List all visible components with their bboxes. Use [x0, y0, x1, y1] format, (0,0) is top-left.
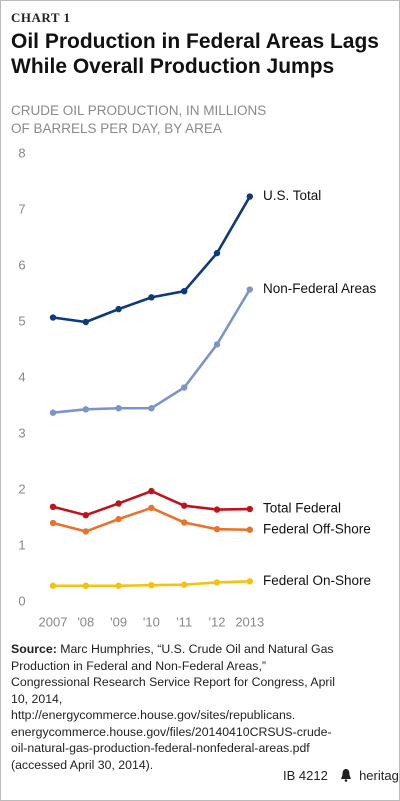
data-point [82, 582, 90, 589]
y-tick-label: 4 [18, 369, 25, 384]
x-tick-label: '09 [110, 614, 127, 629]
data-point [49, 582, 57, 589]
bell-icon [341, 769, 352, 782]
series-line [52, 506, 250, 533]
data-point [213, 579, 221, 586]
data-point [148, 405, 155, 412]
y-tick-label: 0 [18, 593, 25, 608]
data-point [213, 526, 221, 533]
data-point [49, 519, 57, 527]
footer: IB 4212 heritage.org [283, 766, 399, 783]
x-tick-label: '08 [77, 614, 94, 629]
data-point [246, 505, 253, 513]
data-point [246, 578, 253, 585]
data-point [82, 318, 90, 326]
data-point [213, 506, 221, 513]
x-tick-label: 2007 [39, 614, 68, 629]
data-point [115, 500, 122, 507]
x-tick-label: '10 [143, 614, 160, 629]
data-point [148, 582, 155, 589]
y-tick-label: 8 [18, 145, 25, 160]
title-line: Oil Production in Federal Areas Lags [11, 30, 379, 53]
chart-subtitle: CRUDE OIL PRODUCTION, IN MILLIONS OF BAR… [11, 102, 266, 138]
series-label: Total Federal [263, 501, 341, 516]
data-point [148, 504, 155, 512]
data-point [49, 314, 57, 321]
data-point [181, 384, 188, 391]
data-point [246, 286, 253, 293]
chart-title: Oil Production in Federal Areas Lags Whi… [11, 29, 379, 79]
data-point [115, 405, 122, 412]
source: Source: Marc Humphries, “U.S. Crude Oil … [11, 641, 341, 773]
y-tick-label: 6 [18, 257, 25, 272]
data-point [148, 294, 155, 301]
subtitle-line: CRUDE OIL PRODUCTION, IN MILLIONS [11, 103, 267, 118]
data-point [181, 581, 188, 588]
data-point [115, 582, 122, 589]
y-tick-label: 7 [18, 201, 25, 216]
data-point [181, 519, 188, 526]
data-point [246, 526, 253, 533]
source-text: Marc Humphries, “U.S. Crude Oil and Natu… [11, 642, 335, 772]
y-tick-label: 5 [18, 313, 25, 328]
data-point [82, 512, 90, 519]
subtitle-line: OF BARRELS PER DAY, BY AREA [11, 121, 222, 136]
data-point [82, 406, 90, 413]
data-point [115, 515, 122, 523]
data-point [115, 305, 122, 313]
data-point [148, 487, 155, 495]
title-line: While Overall Production Jumps [11, 55, 335, 78]
x-tick-label: 2013 [235, 614, 264, 629]
series-line [52, 489, 250, 517]
data-point [49, 409, 57, 416]
data-point [49, 503, 57, 510]
data-point [246, 193, 253, 200]
source-label: Source: [11, 642, 57, 656]
y-tick-label: 2 [18, 481, 25, 496]
series-line [52, 195, 251, 324]
data-point [82, 528, 90, 535]
data-point [181, 502, 188, 509]
series-label: Federal Off-Shore [263, 521, 371, 536]
series-label: Federal On-Shore [263, 573, 371, 588]
series-label: Non-Federal Areas [263, 281, 377, 296]
x-tick-label: '12 [209, 614, 226, 629]
series-label: U.S. Total [263, 188, 321, 203]
series-line [52, 288, 251, 415]
chart-label: CHART 1 [11, 10, 71, 25]
site: heritage.org [359, 768, 399, 783]
x-tick-label: '11 [176, 614, 192, 629]
data-point [181, 288, 188, 295]
data-point [213, 249, 221, 257]
y-tick-label: 3 [18, 425, 25, 440]
data-point [213, 341, 221, 348]
report-id: IB 4212 [283, 768, 328, 783]
y-tick-label: 1 [18, 537, 25, 552]
